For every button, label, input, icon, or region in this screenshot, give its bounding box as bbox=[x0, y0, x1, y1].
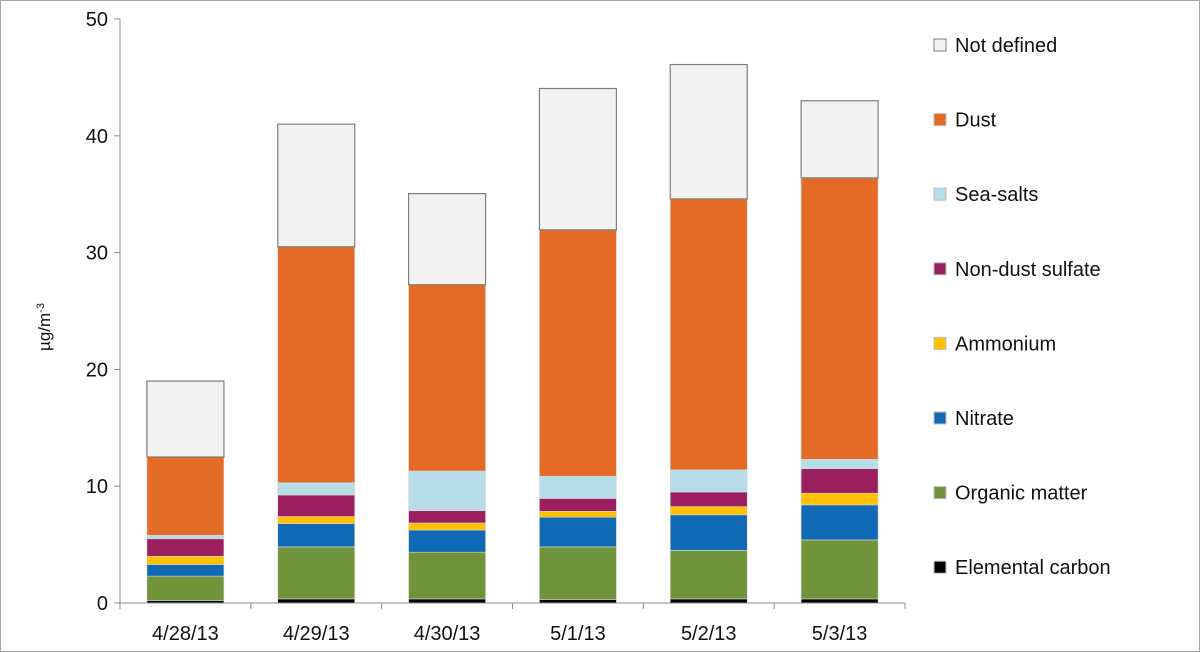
bar-segment-not-defined bbox=[407, 193, 487, 286]
legend-item-elemental-carbon: Elemental carbon bbox=[933, 557, 1111, 579]
bar-segment-sea-salts bbox=[539, 475, 617, 499]
bar-stack bbox=[669, 63, 748, 604]
legend-item-not-defined: Not defined bbox=[933, 35, 1057, 57]
legend-item-dust: Dust bbox=[933, 110, 997, 132]
bar-segment-dust bbox=[146, 456, 225, 536]
x-tick-label: 5/3/13 bbox=[812, 623, 868, 645]
legend-swatch bbox=[933, 336, 947, 350]
legend-swatch bbox=[933, 560, 947, 574]
bar-segment-not-defined bbox=[800, 100, 879, 179]
legend-label: Dust bbox=[955, 110, 997, 132]
bar-segment-sea-salts bbox=[277, 482, 356, 496]
y-tick-label: 30 bbox=[86, 243, 108, 265]
bar-segment-non-dust-sulfate bbox=[146, 538, 225, 557]
bar-segment-dust bbox=[669, 198, 748, 471]
y-axis-title: µg/m-3 bbox=[35, 303, 54, 351]
bar-stack bbox=[277, 123, 356, 604]
bar-segment-nitrate bbox=[408, 529, 486, 553]
x-tick-label: 4/29/13 bbox=[283, 623, 350, 645]
legend-swatch bbox=[933, 411, 947, 425]
bar-segment-non-dust-sulfate bbox=[669, 491, 748, 507]
bar-segment-organic-matter bbox=[408, 551, 486, 600]
bar-segment-ammonium bbox=[669, 506, 748, 516]
x-tick-label: 4/28/13 bbox=[152, 623, 219, 645]
bar-segment-ammonium bbox=[539, 511, 617, 518]
bar-segment-elemental-carbon bbox=[277, 598, 356, 604]
legend-swatch bbox=[933, 187, 947, 201]
bar-segment-non-dust-sulfate bbox=[277, 494, 356, 517]
x-tick-label: 4/30/13 bbox=[414, 623, 481, 645]
x-tick-label: 5/1/13 bbox=[550, 623, 606, 645]
legend-swatch bbox=[933, 486, 947, 500]
legend-label: Ammonium bbox=[955, 333, 1056, 355]
bar-segment-non-dust-sulfate bbox=[800, 468, 879, 494]
bar-segment-organic-matter bbox=[800, 539, 879, 600]
bar-segment-not-defined bbox=[538, 87, 618, 231]
bar-segment-ammonium bbox=[408, 522, 486, 531]
bar-segment-organic-matter bbox=[669, 550, 748, 600]
y-tick-label: 20 bbox=[86, 359, 108, 381]
legend-item-sea-salts: Sea-salts bbox=[933, 184, 1038, 206]
bar-segment-ammonium bbox=[146, 555, 225, 565]
bar-segment-nitrate bbox=[539, 516, 617, 548]
bar-segment-nitrate bbox=[146, 564, 225, 577]
bar-segment-not-defined bbox=[669, 63, 748, 200]
bar-segment-organic-matter bbox=[539, 546, 617, 600]
bar-segment-sea-salts bbox=[408, 470, 486, 512]
legend: Not defined Dust Sea-salts Non-dust sulfate… bbox=[933, 35, 1111, 579]
bar-stack bbox=[538, 87, 618, 604]
bar-segment-non-dust-sulfate bbox=[539, 498, 617, 512]
bar-segment-nitrate bbox=[669, 514, 748, 551]
bar-stack bbox=[800, 100, 879, 604]
y-axis: 0 10 20 30 40 50 bbox=[86, 9, 121, 615]
bar-segment-ammonium bbox=[277, 516, 356, 524]
bar-stack bbox=[407, 193, 487, 604]
legend-item-ammonium: Ammonium bbox=[933, 333, 1056, 355]
legend-item-nitrate: Nitrate bbox=[933, 408, 1014, 430]
bar-segment-ammonium bbox=[800, 492, 879, 506]
y-tick-label: 40 bbox=[86, 126, 108, 148]
bar-segment-organic-matter bbox=[277, 546, 356, 600]
bar-segment-sea-salts bbox=[146, 534, 225, 540]
legend-label: Organic matter bbox=[955, 483, 1088, 505]
bars bbox=[146, 63, 879, 604]
legend-swatch bbox=[933, 38, 947, 52]
bar-segment-dust bbox=[408, 284, 486, 472]
bar-segment-sea-salts bbox=[669, 469, 748, 493]
legend-label: Not defined bbox=[955, 35, 1057, 57]
y-tick-label: 50 bbox=[86, 9, 108, 31]
bar-segment-sea-salts bbox=[800, 459, 879, 469]
bar-segment-non-dust-sulfate bbox=[408, 510, 486, 524]
y-tick-label: 0 bbox=[97, 593, 108, 615]
bar-segment-dust bbox=[539, 229, 617, 477]
legend-swatch bbox=[933, 113, 947, 127]
bar-segment-not-defined bbox=[146, 380, 225, 458]
y-tick-label: 10 bbox=[86, 476, 108, 498]
bar-segment-nitrate bbox=[277, 523, 356, 548]
bar-segment-dust bbox=[800, 177, 879, 460]
bar-segment-nitrate bbox=[800, 504, 879, 541]
legend-label: Sea-salts bbox=[955, 184, 1038, 206]
bar-segment-dust bbox=[277, 246, 356, 483]
legend-label: Elemental carbon bbox=[955, 557, 1111, 579]
bar-segment-elemental-carbon bbox=[408, 598, 486, 604]
legend-item-organic-matter: Organic matter bbox=[933, 483, 1088, 505]
bar-segment-organic-matter bbox=[146, 575, 225, 601]
legend-label: Non-dust sulfate bbox=[955, 259, 1101, 281]
bar-segment-elemental-carbon bbox=[669, 598, 748, 604]
bar-segment-not-defined bbox=[277, 123, 356, 248]
x-axis: 4/28/13 4/29/13 4/30/13 5/1/13 5/2/13 5/3/13 bbox=[119, 602, 906, 645]
legend-swatch bbox=[933, 262, 947, 276]
bar-stack bbox=[146, 380, 225, 604]
legend-label: Nitrate bbox=[955, 408, 1014, 430]
x-tick-label: 5/2/13 bbox=[681, 623, 737, 645]
legend-item-non-dust-sulfate: Non-dust sulfate bbox=[933, 259, 1101, 281]
bar-segment-elemental-carbon bbox=[539, 599, 617, 604]
bar-segment-elemental-carbon bbox=[800, 598, 879, 604]
